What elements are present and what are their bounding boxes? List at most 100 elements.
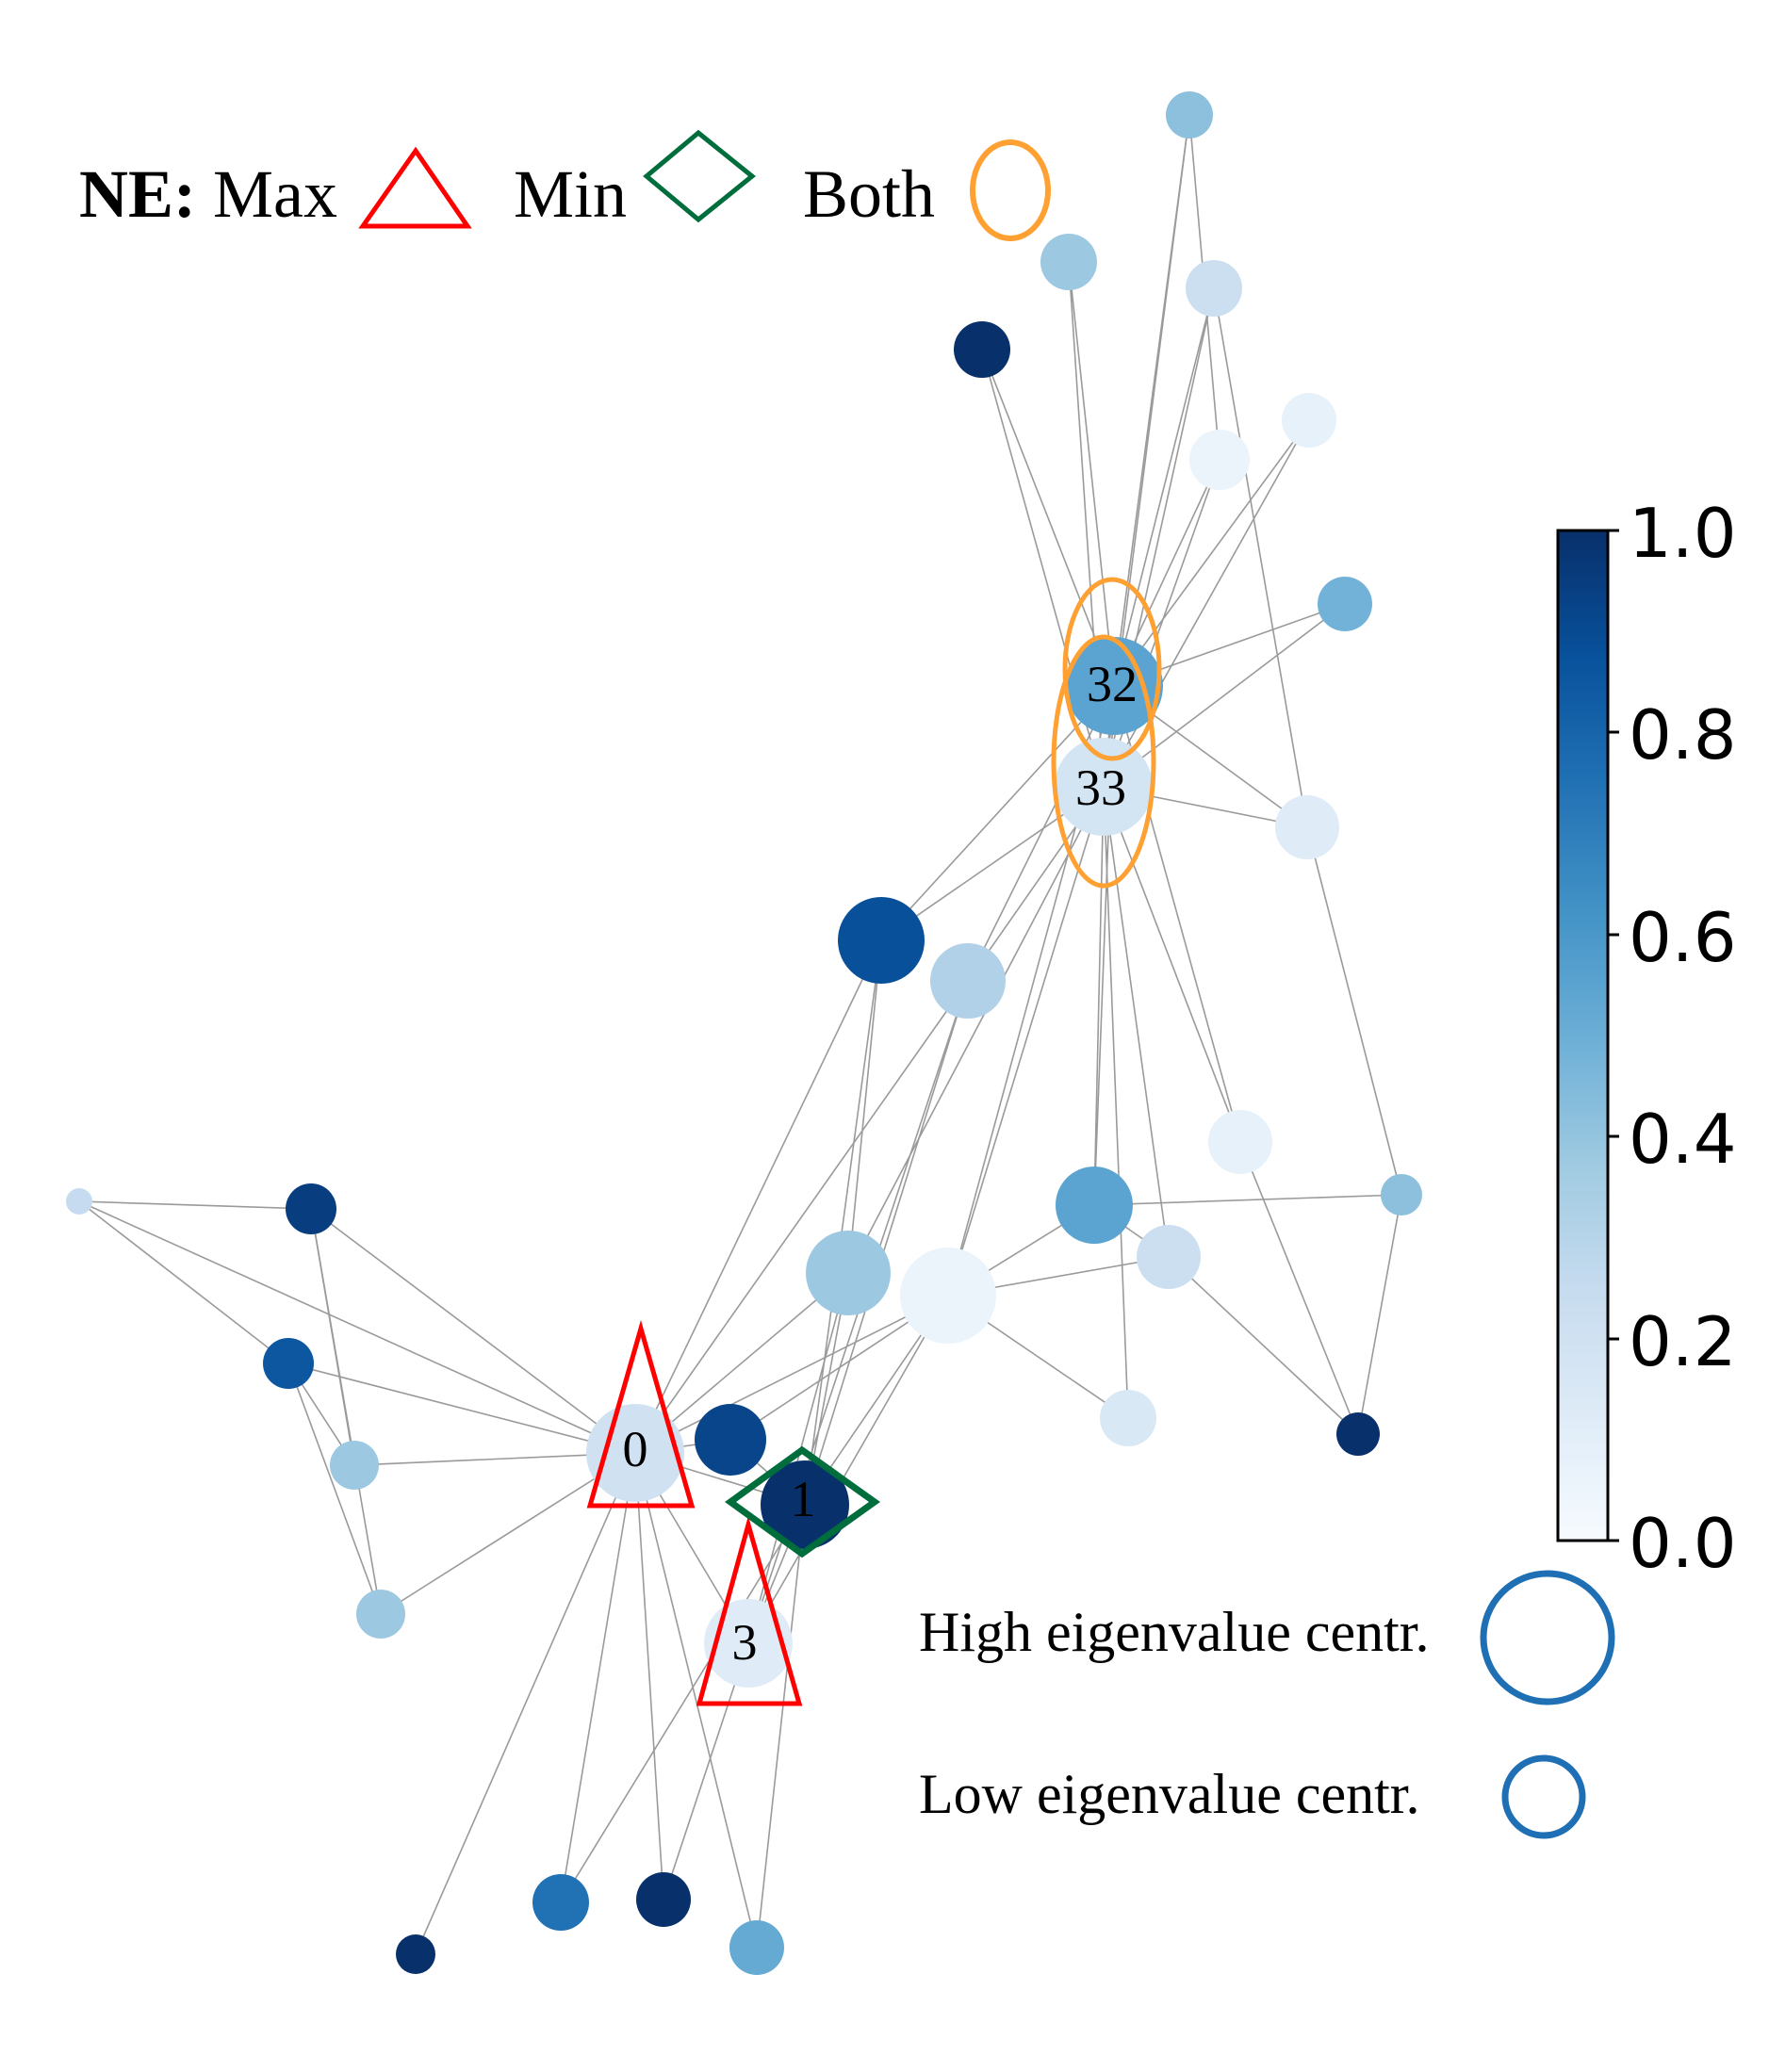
node-label-3: 3 — [732, 1614, 758, 1671]
legend-min-diamond-icon — [643, 129, 756, 223]
graph-node-n — [1189, 430, 1250, 490]
graph-node-t — [1318, 577, 1372, 631]
graph-edge — [663, 1642, 749, 1901]
colorbar-tick-label-3: 0.6 — [1629, 898, 1737, 977]
max-triangle-node-3 — [696, 1515, 803, 1706]
size-legend-high-ring — [1480, 1570, 1615, 1705]
colorbar: 0.0 0.2 0.4 0.6 0.8 1.0 — [1556, 494, 1737, 1583]
graph-node-aa — [532, 1874, 589, 1931]
legend-max-label: Max — [213, 156, 337, 232]
graph-edge — [1103, 786, 1170, 1258]
graph-edge — [310, 1208, 382, 1615]
ne-markers — [586, 577, 1162, 1706]
colorbar-tick-label-4: 0.8 — [1629, 695, 1737, 775]
graph-edge — [1103, 786, 1241, 1143]
node-label-1: 1 — [791, 1471, 816, 1527]
min-diamond-node-1 — [725, 1445, 881, 1558]
colorbar-ticks — [1608, 529, 1619, 1542]
size-legend-low-label: Low eigenvalue centr. — [919, 1763, 1419, 1825]
max-triangle-node-0 — [586, 1319, 696, 1509]
graph-node-j — [1381, 1174, 1422, 1215]
colorbar-tick-label-5: 1.0 — [1629, 494, 1737, 573]
graph-edge — [1306, 826, 1402, 1196]
legend-prefix: NE: — [79, 156, 196, 232]
graph-edge — [634, 1295, 949, 1454]
graph-node-a — [695, 1404, 766, 1476]
colorbar-gradient — [1556, 529, 1610, 1542]
graph-edge — [1213, 287, 1308, 828]
graph-node-k — [1336, 1412, 1380, 1456]
graph-edge — [634, 939, 882, 1454]
graph-node-u — [286, 1183, 336, 1234]
graph-edge — [747, 1295, 949, 1644]
graph-edge — [1103, 603, 1346, 788]
graph-nodes — [66, 91, 1422, 1975]
graph-node-h — [1137, 1225, 1201, 1289]
graph-edge — [287, 1362, 382, 1615]
graph-edge — [78, 1200, 636, 1454]
graph-node-n1 — [761, 1460, 849, 1549]
colorbar-tick-label-1: 0.2 — [1629, 1302, 1737, 1381]
node-label-33: 33 — [1075, 759, 1126, 816]
graph-node-w — [330, 1441, 379, 1490]
graph-edge — [1113, 419, 1310, 687]
colorbar-tick-label-2: 0.4 — [1629, 1100, 1737, 1179]
node-label-0: 0 — [623, 1421, 648, 1477]
graph-edge — [981, 349, 1115, 687]
graph-edge — [1239, 1141, 1359, 1435]
graph-node-g — [1056, 1167, 1133, 1244]
legend-max-triangle-icon — [358, 146, 472, 229]
both-ellipse-node-33 — [1051, 634, 1156, 889]
graph-node-s — [954, 321, 1010, 378]
graph-node-n33 — [1055, 738, 1153, 836]
graph-edge — [634, 1452, 758, 1949]
size-legend-low-ring — [1501, 1754, 1586, 1839]
graph-edge — [1103, 459, 1220, 788]
graph-edge — [560, 1452, 636, 1903]
graph-node-x — [356, 1590, 405, 1639]
legend-min-label: Min — [514, 156, 627, 232]
graph-node-b — [806, 1231, 891, 1315]
graph-node-q — [1166, 91, 1213, 139]
graph-edge — [1068, 261, 1115, 687]
graph-edge — [1093, 1194, 1402, 1206]
graph-edge — [634, 980, 969, 1454]
graph-edge — [756, 1504, 806, 1949]
graph-node-e — [838, 897, 925, 984]
graph-node-o — [1282, 393, 1336, 448]
graph-edge — [804, 980, 969, 1506]
graph-edge — [415, 1452, 636, 1955]
graph-node-r — [1040, 234, 1097, 290]
graph-node-l — [1100, 1390, 1156, 1446]
graph-node-p — [1186, 260, 1242, 317]
node-labels: 0 1 3 32 33 — [623, 656, 1138, 1671]
graph-edge — [804, 939, 882, 1506]
graph-node-d — [66, 1188, 92, 1215]
graph-node-m — [1275, 795, 1339, 859]
graph-node-n3 — [704, 1599, 793, 1688]
graph-node-v — [263, 1338, 314, 1389]
size-legend-high-label: High eigenvalue centr. — [919, 1601, 1429, 1663]
graph-node-bb — [396, 1934, 435, 1974]
graph-edge — [310, 1208, 636, 1454]
graph-edge — [634, 1452, 664, 1901]
graph-edge — [78, 1200, 312, 1210]
colorbar-tick-label-0: 0.0 — [1629, 1504, 1737, 1583]
graph-edge — [287, 1362, 636, 1454]
graph-node-i — [1208, 1110, 1272, 1174]
graph-edge — [1093, 786, 1105, 1206]
graph-edge — [847, 786, 1105, 1274]
graph-edge — [747, 1272, 849, 1644]
graph-edge — [78, 1200, 289, 1364]
graph-node-c — [900, 1248, 996, 1344]
node-label-32: 32 — [1087, 656, 1138, 712]
graph-node-cc — [729, 1920, 784, 1975]
legend-both-ellipse-icon — [970, 139, 1051, 241]
graph-node-f — [930, 943, 1006, 1019]
graph-edge — [847, 939, 882, 1274]
graph-node-n32 — [1065, 637, 1163, 735]
graph-edge — [1357, 1194, 1402, 1435]
legend-both-label: Both — [803, 156, 935, 232]
ne-legend: NE: Max Min Both — [79, 129, 1051, 241]
